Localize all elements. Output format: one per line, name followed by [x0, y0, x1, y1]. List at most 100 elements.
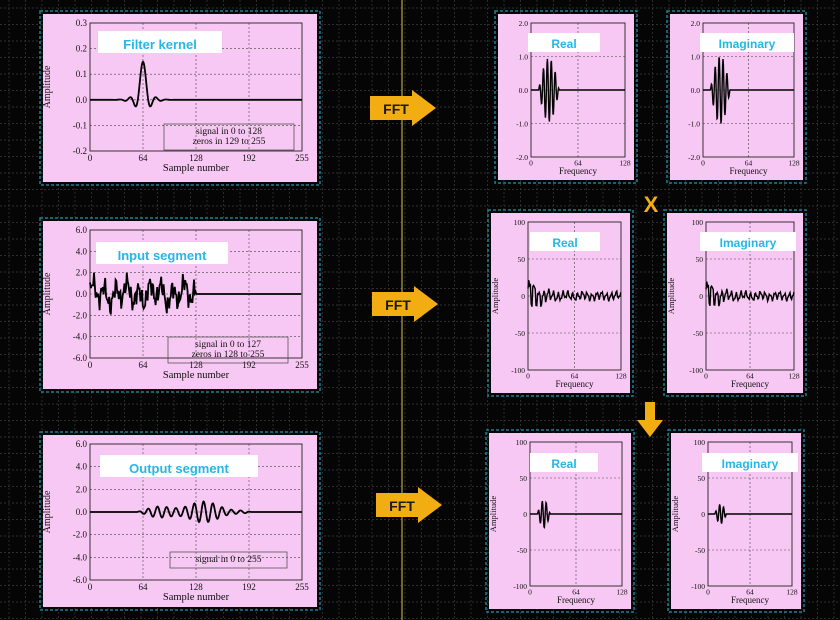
x-tick-label: 128	[788, 159, 800, 168]
x-axis-label: Sample number	[163, 592, 230, 603]
y-tick-label: 0.0	[691, 86, 701, 95]
x-tick-label: 192	[242, 153, 256, 163]
y-tick-label: 50	[518, 255, 526, 264]
y-tick-label: 50	[520, 474, 528, 483]
x-axis-label: Frequency	[559, 166, 597, 176]
y-tick-label: -50	[693, 329, 703, 338]
y-tick-label: -0.2	[73, 146, 87, 156]
x-axis-label: Frequency	[731, 595, 769, 605]
y-tick-label: 0.3	[76, 18, 88, 28]
x-tick-label: 0	[526, 372, 530, 381]
y-tick-label: 0	[523, 510, 527, 519]
x-tick-label: 128	[189, 360, 203, 370]
panel-title: Output segment	[129, 461, 229, 476]
panel-title: Imaginary	[720, 236, 777, 250]
panel-output-segment: 6.0 4.0 2.0 0.0 -2.0 -4.0 -6.00 64 128 192 255 Samp…	[40, 432, 320, 610]
y-tick-label: 100	[692, 218, 704, 227]
y-tick-label: 0.0	[519, 86, 529, 95]
down-arrow-icon	[637, 402, 663, 437]
y-tick-label: -4.0	[73, 332, 88, 342]
panel-title: Real	[551, 37, 576, 51]
y-tick-label: -0.1	[73, 120, 87, 130]
y-tick-label: 0	[701, 510, 705, 519]
y-tick-label: 1.0	[519, 53, 529, 62]
x-tick-label: 0	[706, 588, 710, 597]
x-tick-label: 192	[242, 360, 256, 370]
x-tick-label: 255	[295, 360, 309, 370]
y-tick-label: -50	[517, 546, 527, 555]
x-tick-label: 64	[139, 153, 149, 163]
y-axis-label: Amplitude	[42, 490, 53, 533]
x-tick-label: 128	[788, 372, 800, 381]
y-tick-label: -1.0	[516, 120, 528, 129]
annotation-line: zeros in 129 to 255	[193, 137, 266, 147]
annotation-line: signal in 0 to 128	[196, 127, 262, 137]
y-tick-label: 0	[699, 292, 703, 301]
y-tick-label: 2.0	[76, 484, 88, 494]
y-tick-label: -6.0	[73, 575, 88, 585]
panel-input-segment: 6.04.02.00.0-2.0-4.0-6.00 64 128 192 255Samp…	[40, 218, 320, 392]
x-tick-label: 128	[616, 588, 628, 597]
x-axis-label: Sample number	[163, 163, 230, 174]
x-tick-label: 128	[619, 159, 631, 168]
y-axis-label: Amplitude	[666, 278, 676, 315]
panel-filter-kernel: 0.30.20.10.0-0.1-0.20 64 128 192 255Sample n…	[40, 11, 320, 185]
y-tick-label: 0.0	[76, 289, 88, 299]
y-tick-label: -1.0	[688, 120, 700, 129]
x-tick-label: 0	[529, 159, 533, 168]
y-tick-label: 50	[698, 474, 706, 483]
y-tick-label: -100	[511, 366, 525, 375]
x-tick-label: 64	[139, 582, 149, 592]
y-tick-label: 100	[516, 438, 528, 447]
y-tick-label: 1.0	[691, 53, 701, 62]
multiply-label: X	[644, 192, 659, 217]
x-tick-label: 192	[242, 582, 256, 592]
x-tick-label: 255	[295, 153, 309, 163]
multiply-symbol: X	[644, 192, 659, 217]
panel-output-imaginary: 100500-50-1000 64 128FrequencyAmplitudeIma…	[668, 430, 804, 612]
y-tick-label: 2.0	[691, 19, 701, 28]
panel-title: Filter kernel	[123, 37, 197, 52]
y-axis-label: Amplitude	[490, 278, 500, 315]
y-tick-label: -100	[513, 582, 527, 591]
y-tick-label: -2.0	[73, 310, 88, 320]
x-tick-label: 128	[189, 582, 203, 592]
x-axis-label: Frequency	[730, 166, 768, 176]
y-tick-label: 2.0	[519, 19, 529, 28]
x-tick-label: 255	[295, 582, 309, 592]
y-tick-label: 6.0	[76, 225, 88, 235]
y-axis-label: Amplitude	[42, 272, 53, 315]
y-tick-label: -50	[695, 546, 705, 555]
panel-input-real: 100500-50-1000 64 128FrequencyAmplitudeRea…	[488, 210, 633, 396]
y-axis-label: Amplitude	[670, 496, 680, 533]
x-tick-label: 0	[88, 153, 93, 163]
fft-label: FFT	[389, 498, 415, 514]
panel-title: Real	[551, 457, 576, 471]
y-tick-label: 0.0	[76, 95, 88, 105]
fft-arrow-3: FFT	[376, 487, 442, 523]
fft-arrow-1: FFT	[370, 90, 436, 126]
y-tick-label: 2.0	[76, 268, 88, 278]
fft-label: FFT	[383, 101, 409, 117]
fft-label: FFT	[385, 297, 411, 313]
y-tick-label: -6.0	[73, 353, 88, 363]
y-tick-label: -100	[689, 366, 703, 375]
panel-input-imaginary: 100500-50-1000 64 128FrequencyAmplitudeIma…	[664, 210, 806, 396]
y-tick-label: -2.0	[688, 153, 700, 162]
y-axis-label: Amplitude	[42, 65, 53, 108]
x-tick-label: 0	[88, 582, 93, 592]
y-tick-label: 0.1	[76, 69, 87, 79]
y-tick-label: -4.0	[73, 552, 88, 562]
x-axis-label: Frequency	[557, 595, 595, 605]
x-tick-label: 64	[139, 360, 149, 370]
y-tick-label: 0	[521, 292, 525, 301]
y-tick-label: 50	[696, 255, 704, 264]
panel-kernel-imaginary: 2.0 1.0 0.0 -1.0 -2.00 64 128 Frequency Imaginar…	[667, 11, 806, 183]
y-tick-label: -2.0	[73, 530, 88, 540]
x-tick-label: 0	[88, 360, 93, 370]
x-tick-label: 0	[701, 159, 705, 168]
annotation-line: signal in 0 to 127	[195, 340, 261, 350]
panel-title: Input segment	[118, 248, 208, 263]
